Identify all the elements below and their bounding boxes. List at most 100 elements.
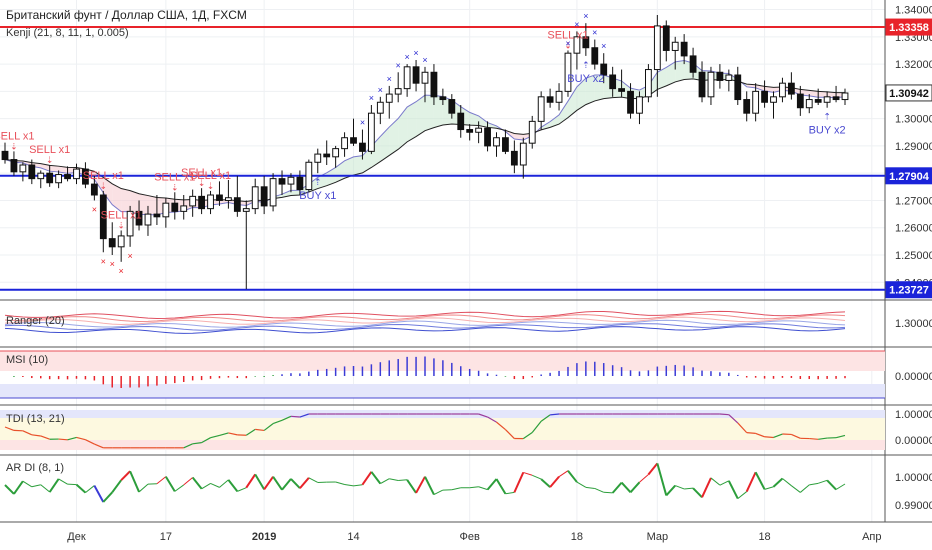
cross-marker: ×	[574, 19, 579, 29]
kenji-cloud	[666, 61, 676, 86]
ranger-tick-label: 1.30000	[895, 318, 932, 330]
price-tag-label: 1.30942	[889, 88, 929, 100]
tdi-lower-zone	[0, 440, 885, 450]
kenji-cloud	[675, 60, 685, 82]
candle-body	[207, 194, 214, 210]
price-tag-label: 1.33358	[889, 22, 929, 34]
time-tick-label: 18	[571, 531, 583, 543]
candle-body	[573, 36, 581, 54]
ardi-line	[701, 477, 712, 498]
ranger-line	[4, 323, 846, 331]
candle-body	[680, 41, 688, 57]
ardi-line	[120, 470, 131, 481]
candle-body	[546, 96, 554, 103]
ardi-line	[31, 484, 41, 488]
ardi-line	[835, 483, 846, 490]
ardi-line	[799, 484, 810, 493]
ardi-line	[745, 471, 757, 492]
candle-body	[19, 164, 27, 173]
ardi-line	[603, 491, 613, 494]
ardi-line	[513, 472, 525, 493]
candle-body	[484, 127, 491, 147]
ranger-panel	[4, 310, 846, 334]
kenji-cloud	[764, 86, 774, 93]
tdi-line	[281, 415, 292, 421]
ardi-line	[594, 488, 604, 493]
price-tag-label: 1.27904	[889, 171, 930, 183]
candle-body	[126, 210, 134, 237]
candle-body	[10, 159, 18, 173]
ardi-line	[308, 477, 318, 483]
sell-signal-label: SELL x1	[83, 170, 124, 182]
candle-body	[787, 82, 795, 95]
tdi-line	[719, 413, 729, 416]
msi-tick-label: 0.00000	[895, 371, 932, 383]
ardi-line	[809, 482, 819, 486]
candle-body	[475, 127, 483, 133]
ardi-line	[48, 478, 60, 493]
signals: SELL x1⇣SELL x1⇣SELL x1⇣SELL x1⇣SELL x1⇣…	[0, 11, 846, 276]
cross-marker: ×	[369, 93, 374, 103]
kenji-cloud	[380, 127, 390, 162]
kenji-cloud	[550, 114, 560, 128]
price-axis: 1.340001.330001.320001.310001.300001.290…	[885, 5, 932, 512]
tdi-line	[263, 423, 274, 431]
cross-marker: ×	[583, 11, 588, 21]
kenji-cloud	[389, 118, 399, 156]
tdi-line	[85, 439, 95, 445]
kenji-cloud	[425, 95, 434, 131]
kenji-cloud	[567, 86, 577, 118]
ardi-line	[370, 471, 382, 485]
ardi-line	[22, 480, 33, 488]
indicator-label-ranger: Ranger (20)	[6, 315, 65, 327]
ardi-line	[245, 473, 257, 489]
buy-signal-label: BUY x2	[567, 73, 604, 85]
kenji-cloud	[58, 166, 68, 174]
candle-body	[448, 99, 456, 114]
price-tag	[885, 167, 932, 185]
price-tick-label: 1.26000	[895, 223, 932, 235]
candle-body	[832, 96, 840, 101]
candle-body	[841, 92, 849, 101]
ardi-line	[406, 479, 417, 494]
ardi-line	[818, 479, 828, 484]
candle-body	[55, 174, 63, 184]
candle-body	[716, 71, 724, 81]
ardi-line	[451, 487, 461, 491]
ardi-line	[826, 479, 837, 491]
tdi-line	[540, 414, 551, 422]
ardi-line	[299, 477, 310, 489]
ardi-line	[219, 479, 229, 488]
ardi-line	[13, 480, 24, 495]
kenji-cloud	[40, 163, 50, 172]
kenji-cloud	[514, 133, 524, 140]
candle-body	[698, 71, 706, 98]
candle-body	[537, 96, 545, 122]
candle-body	[233, 197, 241, 212]
ardi-line	[647, 462, 659, 476]
ardi-line	[290, 478, 301, 489]
tdi-line	[210, 434, 220, 439]
tdi-line	[58, 438, 68, 441]
tdi-line	[94, 443, 104, 449]
price-tick-label: 1.32000	[895, 59, 932, 71]
tdi-line	[272, 419, 283, 425]
ardi-line	[201, 483, 211, 490]
candle-body	[519, 142, 527, 166]
tdi-line	[31, 434, 41, 437]
candle-body	[314, 153, 322, 163]
candle-body	[430, 71, 438, 98]
ranger-line	[4, 326, 846, 334]
price-tick-label: 1.25000	[895, 250, 932, 262]
kenji-cloud	[809, 90, 819, 98]
candle-body	[725, 74, 733, 81]
cross-marker: ×	[360, 118, 365, 128]
buy-arrow-icon: ⇡	[314, 177, 322, 187]
candle-body	[636, 96, 643, 114]
price-tick-label: 1.30000	[895, 114, 932, 126]
candle-body	[189, 195, 197, 207]
candle-body	[64, 174, 71, 180]
candle-body	[323, 153, 331, 158]
ardi-line	[237, 487, 247, 492]
tdi-line	[22, 430, 33, 436]
